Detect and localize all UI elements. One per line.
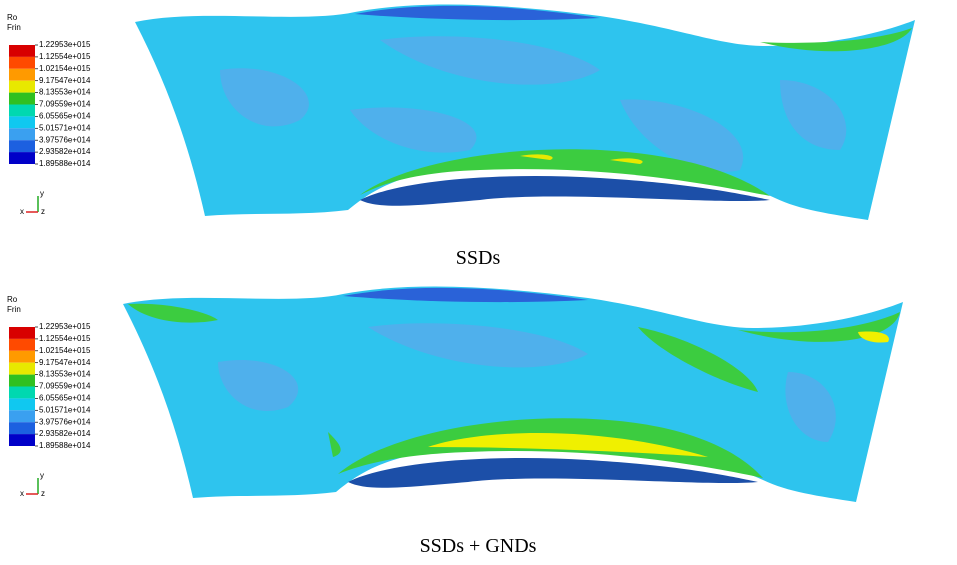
legend-label: 6.05565e+014 bbox=[39, 112, 91, 121]
color-band bbox=[9, 116, 35, 129]
axis-label: x bbox=[20, 207, 24, 216]
panel bbox=[135, 4, 915, 221]
legend-label: 1.02154e+015 bbox=[39, 64, 91, 73]
color-band bbox=[9, 68, 35, 81]
axis-label: x bbox=[20, 489, 24, 498]
contour-region bbox=[218, 323, 836, 442]
panel bbox=[123, 286, 903, 502]
contour-region bbox=[343, 287, 588, 303]
legend-label: 1.22953e+015 bbox=[39, 40, 91, 49]
axis-label: z bbox=[41, 489, 45, 498]
contour-region bbox=[348, 458, 758, 488]
color-band bbox=[9, 327, 35, 339]
legend-label: 9.17547e+014 bbox=[39, 358, 91, 367]
contour-region bbox=[760, 28, 912, 52]
legend-label: 1.12554e+015 bbox=[39, 52, 91, 61]
color-band bbox=[9, 434, 35, 446]
color-band bbox=[9, 386, 35, 399]
color-band bbox=[9, 56, 35, 69]
legend-label: 3.97576e+014 bbox=[39, 135, 91, 144]
color-band bbox=[9, 374, 35, 387]
contour-region bbox=[355, 5, 600, 21]
legend-label: 6.05565e+014 bbox=[39, 394, 91, 403]
axis-label: z bbox=[41, 207, 45, 216]
caption: SSDs + GNDs bbox=[420, 535, 537, 557]
legend-label: 7.09559e+014 bbox=[39, 382, 91, 391]
color-band bbox=[9, 45, 35, 57]
contour-region bbox=[360, 149, 770, 196]
legend-title: Ro bbox=[7, 295, 18, 304]
legend-label: 3.97576e+014 bbox=[39, 417, 91, 426]
color-band bbox=[9, 92, 35, 105]
caption: SSDs bbox=[456, 247, 501, 269]
axis-label: y bbox=[40, 471, 44, 480]
contour-region bbox=[128, 303, 900, 457]
color-band bbox=[9, 128, 35, 141]
color-band bbox=[9, 398, 35, 411]
color-band bbox=[9, 80, 35, 93]
contour-region bbox=[220, 36, 847, 172]
legend-label: 8.13553e+014 bbox=[39, 88, 91, 97]
color-band bbox=[9, 152, 35, 164]
legend-title: Ro bbox=[7, 13, 18, 22]
legend-label: 5.01571e+014 bbox=[39, 405, 91, 414]
legend-label: 1.89588e+014 bbox=[39, 159, 91, 168]
legend-label: 9.17547e+014 bbox=[39, 76, 91, 85]
color-band bbox=[9, 422, 35, 435]
color-band bbox=[9, 338, 35, 351]
legend-label: 8.13553e+014 bbox=[39, 370, 91, 379]
legend-label: 7.09559e+014 bbox=[39, 100, 91, 109]
legend-label: 1.02154e+015 bbox=[39, 346, 91, 355]
contour-region bbox=[520, 154, 643, 164]
legend-title: Frin bbox=[7, 305, 21, 314]
legend-label: 1.22953e+015 bbox=[39, 322, 91, 331]
legend-label: 5.01571e+014 bbox=[39, 123, 91, 132]
legend-label: 2.93582e+014 bbox=[39, 147, 91, 156]
legend-label: 2.93582e+014 bbox=[39, 429, 91, 438]
contour-region bbox=[428, 331, 889, 457]
legend-title: Frin bbox=[7, 23, 21, 32]
contour-region bbox=[360, 176, 770, 206]
axis-label: y bbox=[40, 189, 44, 198]
color-band bbox=[9, 104, 35, 117]
legend-label: 1.12554e+015 bbox=[39, 334, 91, 343]
color-band bbox=[9, 140, 35, 153]
color-band bbox=[9, 362, 35, 375]
legend-label: 1.89588e+014 bbox=[39, 441, 91, 450]
color-band bbox=[9, 350, 35, 363]
color-band bbox=[9, 410, 35, 423]
